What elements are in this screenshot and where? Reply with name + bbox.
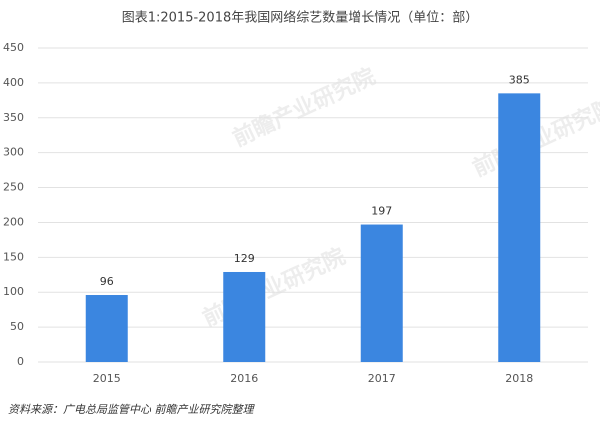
x-tick-label: 2018: [505, 372, 533, 385]
value-label: 197: [371, 205, 392, 218]
x-tick-label: 2016: [230, 372, 258, 385]
value-label: 129: [234, 252, 255, 265]
y-tick-label: 150: [3, 250, 24, 263]
bar: [360, 224, 403, 362]
bar: [223, 271, 266, 362]
y-tick-label: 400: [3, 76, 24, 89]
watermark: 前瞻产业研究院: [229, 63, 380, 152]
source-note: 资料来源：广电总局监管中心 前瞻产业研究院整理: [8, 403, 255, 416]
y-tick-label: 0: [17, 355, 24, 368]
y-tick-label: 100: [3, 285, 24, 298]
x-tick-label: 2017: [368, 372, 396, 385]
y-tick-label: 250: [3, 181, 24, 194]
value-label: 385: [509, 73, 530, 86]
y-tick-label: 300: [3, 146, 24, 159]
chart-title: 图表1:2015-2018年我国网络综艺数量增长情况（单位：部）: [122, 10, 479, 26]
y-tick-label: 350: [3, 111, 24, 124]
watermark: 前瞻产业研究院: [199, 243, 350, 332]
x-tick-label: 2015: [93, 372, 121, 385]
y-tick-label: 50: [10, 320, 24, 333]
bar: [498, 93, 541, 362]
y-tick-label: 200: [3, 215, 24, 228]
value-label: 96: [100, 275, 114, 288]
y-tick-label: 450: [3, 41, 24, 54]
bar: [85, 295, 128, 362]
